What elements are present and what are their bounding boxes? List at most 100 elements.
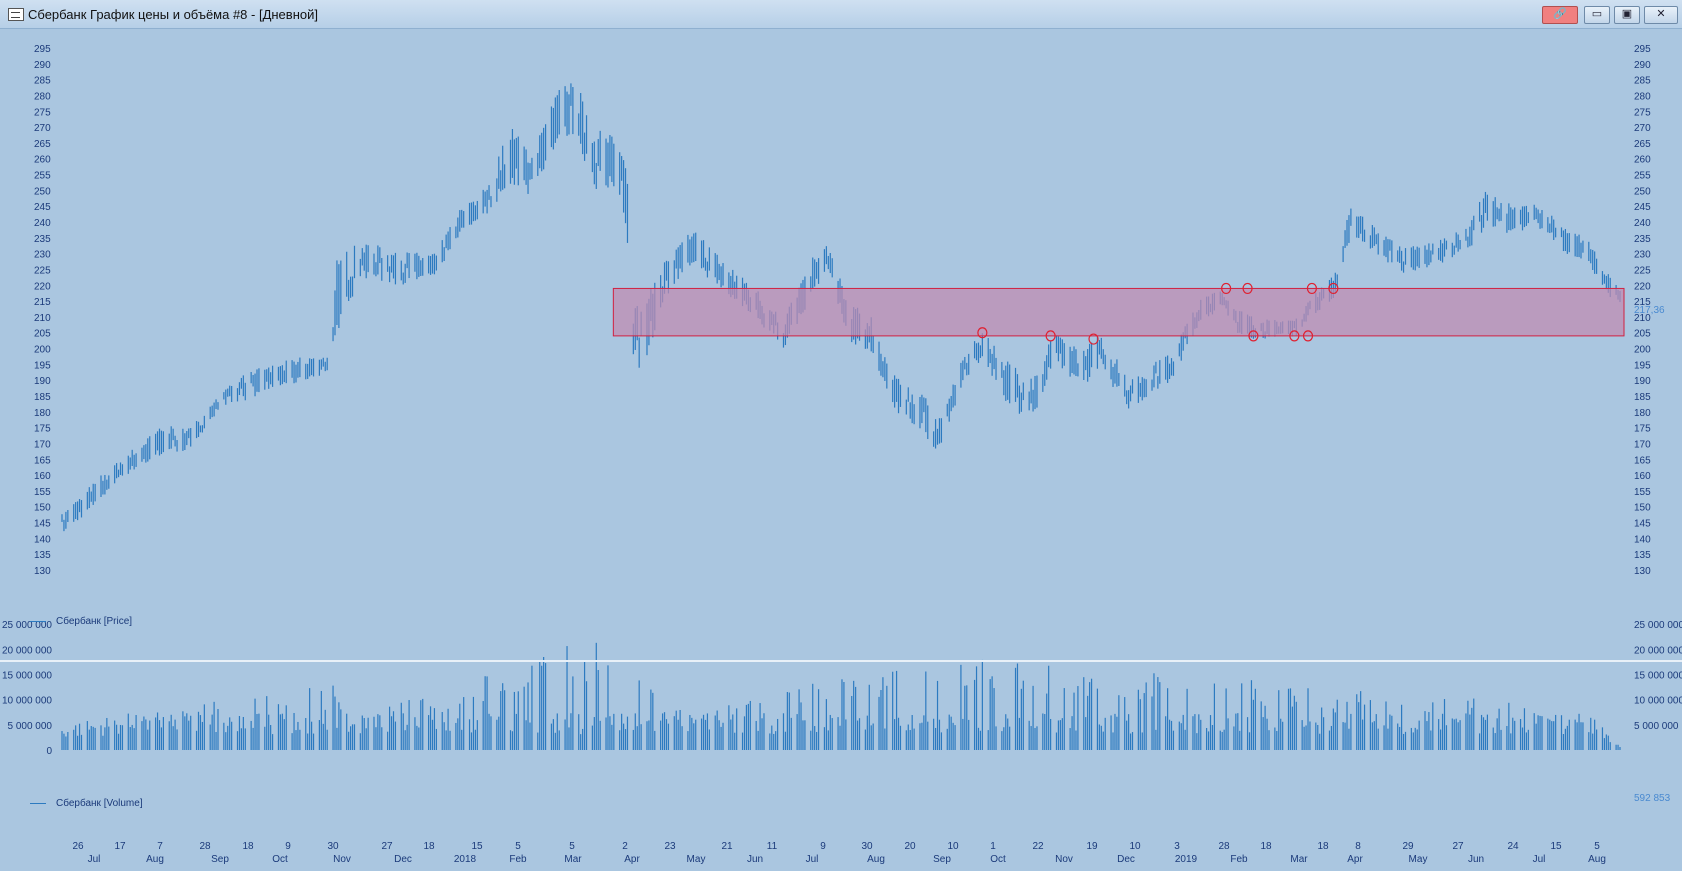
price-tick-left: 140 <box>34 534 51 545</box>
month-tick: Feb <box>509 854 527 865</box>
price-tick-right: 175 <box>1634 424 1651 435</box>
price-tick-right: 280 <box>1634 91 1651 102</box>
minimize-button[interactable]: ▭ <box>1584 6 1610 24</box>
day-tick: 15 <box>1550 841 1562 852</box>
day-tick: 28 <box>199 841 211 852</box>
price-tick-right: 240 <box>1634 218 1651 229</box>
price-tick-right: 215 <box>1634 297 1651 308</box>
day-tick: 5 <box>515 841 521 852</box>
month-tick: Jul <box>1533 854 1546 865</box>
chart-area[interactable]: 295 295 290 290 285 285 280 280 275 275 270 270 265 2… <box>0 28 1682 866</box>
month-tick: 2018 <box>454 854 477 865</box>
price-tick-right: 235 <box>1634 234 1651 245</box>
support-resistance-zone[interactable] <box>612 287 1625 337</box>
day-tick: 22 <box>1032 841 1044 852</box>
close-button[interactable]: ✕ <box>1644 6 1678 24</box>
price-tick-left: 270 <box>34 123 51 134</box>
volume-legend-label: Сбербанк [Volume] <box>56 798 143 809</box>
volume-legend-swatch <box>30 802 46 804</box>
month-tick: Oct <box>272 854 288 865</box>
price-tick-right: 140 <box>1634 534 1651 545</box>
price-tick-left: 185 <box>34 392 51 403</box>
price-tick-right: 170 <box>1634 439 1651 450</box>
price-tick-right: 225 <box>1634 265 1651 276</box>
price-tick-left: 190 <box>34 376 51 387</box>
month-tick: Aug <box>867 854 885 865</box>
month-tick: Oct <box>990 854 1006 865</box>
month-tick: Sep <box>933 854 951 865</box>
price-tick-left: 285 <box>34 76 51 87</box>
volume-tick-left: 20 000 000 <box>2 645 52 656</box>
price-tick-left: 220 <box>34 281 51 292</box>
price-tick-right: 200 <box>1634 345 1651 356</box>
day-tick: 9 <box>285 841 291 852</box>
price-tick-right: 265 <box>1634 139 1651 150</box>
month-tick: Dec <box>394 854 412 865</box>
volume-legend: Сбербанк [Volume] <box>30 798 143 809</box>
month-tick: Apr <box>624 854 640 865</box>
title-bar: Сбербанк График цены и объёма #8 - [Днев… <box>0 0 1682 29</box>
price-tick-left: 195 <box>34 360 51 371</box>
price-tick-right: 165 <box>1634 455 1651 466</box>
month-tick: Jul <box>806 854 819 865</box>
price-tick-left: 200 <box>34 345 51 356</box>
day-tick: 30 <box>861 841 873 852</box>
day-tick: 10 <box>947 841 959 852</box>
maximize-button[interactable]: ▣ <box>1614 6 1640 24</box>
price-tick-right: 150 <box>1634 503 1651 514</box>
link-button[interactable]: 🔗 <box>1542 6 1578 24</box>
touch-point-marker <box>1088 333 1099 345</box>
price-tick-right: 250 <box>1634 186 1651 197</box>
month-tick: Aug <box>146 854 164 865</box>
price-tick-right: 205 <box>1634 329 1651 340</box>
day-tick: 23 <box>664 841 676 852</box>
month-tick: Jul <box>88 854 101 865</box>
day-tick: 11 <box>767 841 778 852</box>
price-tick-left: 150 <box>34 503 51 514</box>
day-tick: 20 <box>904 841 916 852</box>
day-tick: 18 <box>1260 841 1272 852</box>
day-tick: 5 <box>569 841 575 852</box>
price-tick-left: 135 <box>34 550 51 561</box>
price-tick-right: 290 <box>1634 60 1651 71</box>
price-tick-right: 135 <box>1634 550 1651 561</box>
day-tick: 3 <box>1174 841 1180 852</box>
price-tick-left: 210 <box>34 313 51 324</box>
price-tick-right: 130 <box>1634 566 1651 577</box>
day-tick: 27 <box>1452 841 1464 852</box>
price-tick-left: 225 <box>34 265 51 276</box>
day-tick: 29 <box>1402 841 1414 852</box>
price-tick-left: 215 <box>34 297 51 308</box>
price-legend-swatch <box>30 620 46 622</box>
volume-axis-ticks: 25 000 000 20 000 000 15 000 000 10 000 000… <box>2 620 1682 757</box>
price-tick-left: 265 <box>34 139 51 150</box>
volume-tick-left: 5 000 000 <box>8 721 53 732</box>
month-tick: Feb <box>1230 854 1248 865</box>
last-price-label: 217,36 <box>1634 305 1665 316</box>
volume-tick-left: 10 000 000 <box>2 696 52 707</box>
day-tick: 26 <box>72 841 84 852</box>
price-tick-left: 145 <box>34 519 51 530</box>
price-axis-ticks: 295 295 290 290 285 285 280 280 275 275 270 270 265 2… <box>34 44 1651 577</box>
volume-tick-right: 20 000 000 <box>1634 645 1682 656</box>
month-tick: 2019 <box>1175 854 1198 865</box>
price-tick-right: 255 <box>1634 171 1651 182</box>
price-tick-right: 145 <box>1634 519 1651 530</box>
price-tick-left: 180 <box>34 408 51 419</box>
price-tick-left: 240 <box>34 218 51 229</box>
day-tick: 19 <box>1086 841 1098 852</box>
volume-tick-left: 0 <box>46 746 52 757</box>
panel-divider[interactable] <box>0 660 1682 662</box>
day-tick: 9 <box>820 841 826 852</box>
price-tick-left: 175 <box>34 424 51 435</box>
day-tick: 1 <box>990 841 996 852</box>
price-tick-left: 275 <box>34 107 51 118</box>
price-tick-right: 155 <box>1634 487 1651 498</box>
touch-point-marker <box>1045 330 1056 342</box>
volume-tick-left: 25 000 000 <box>2 620 52 631</box>
touch-point-marker <box>1302 330 1314 342</box>
window-title: Сбербанк График цены и объёма #8 - [Днев… <box>28 7 318 22</box>
month-tick: Aug <box>1588 854 1606 865</box>
month-tick: Apr <box>1347 854 1363 865</box>
